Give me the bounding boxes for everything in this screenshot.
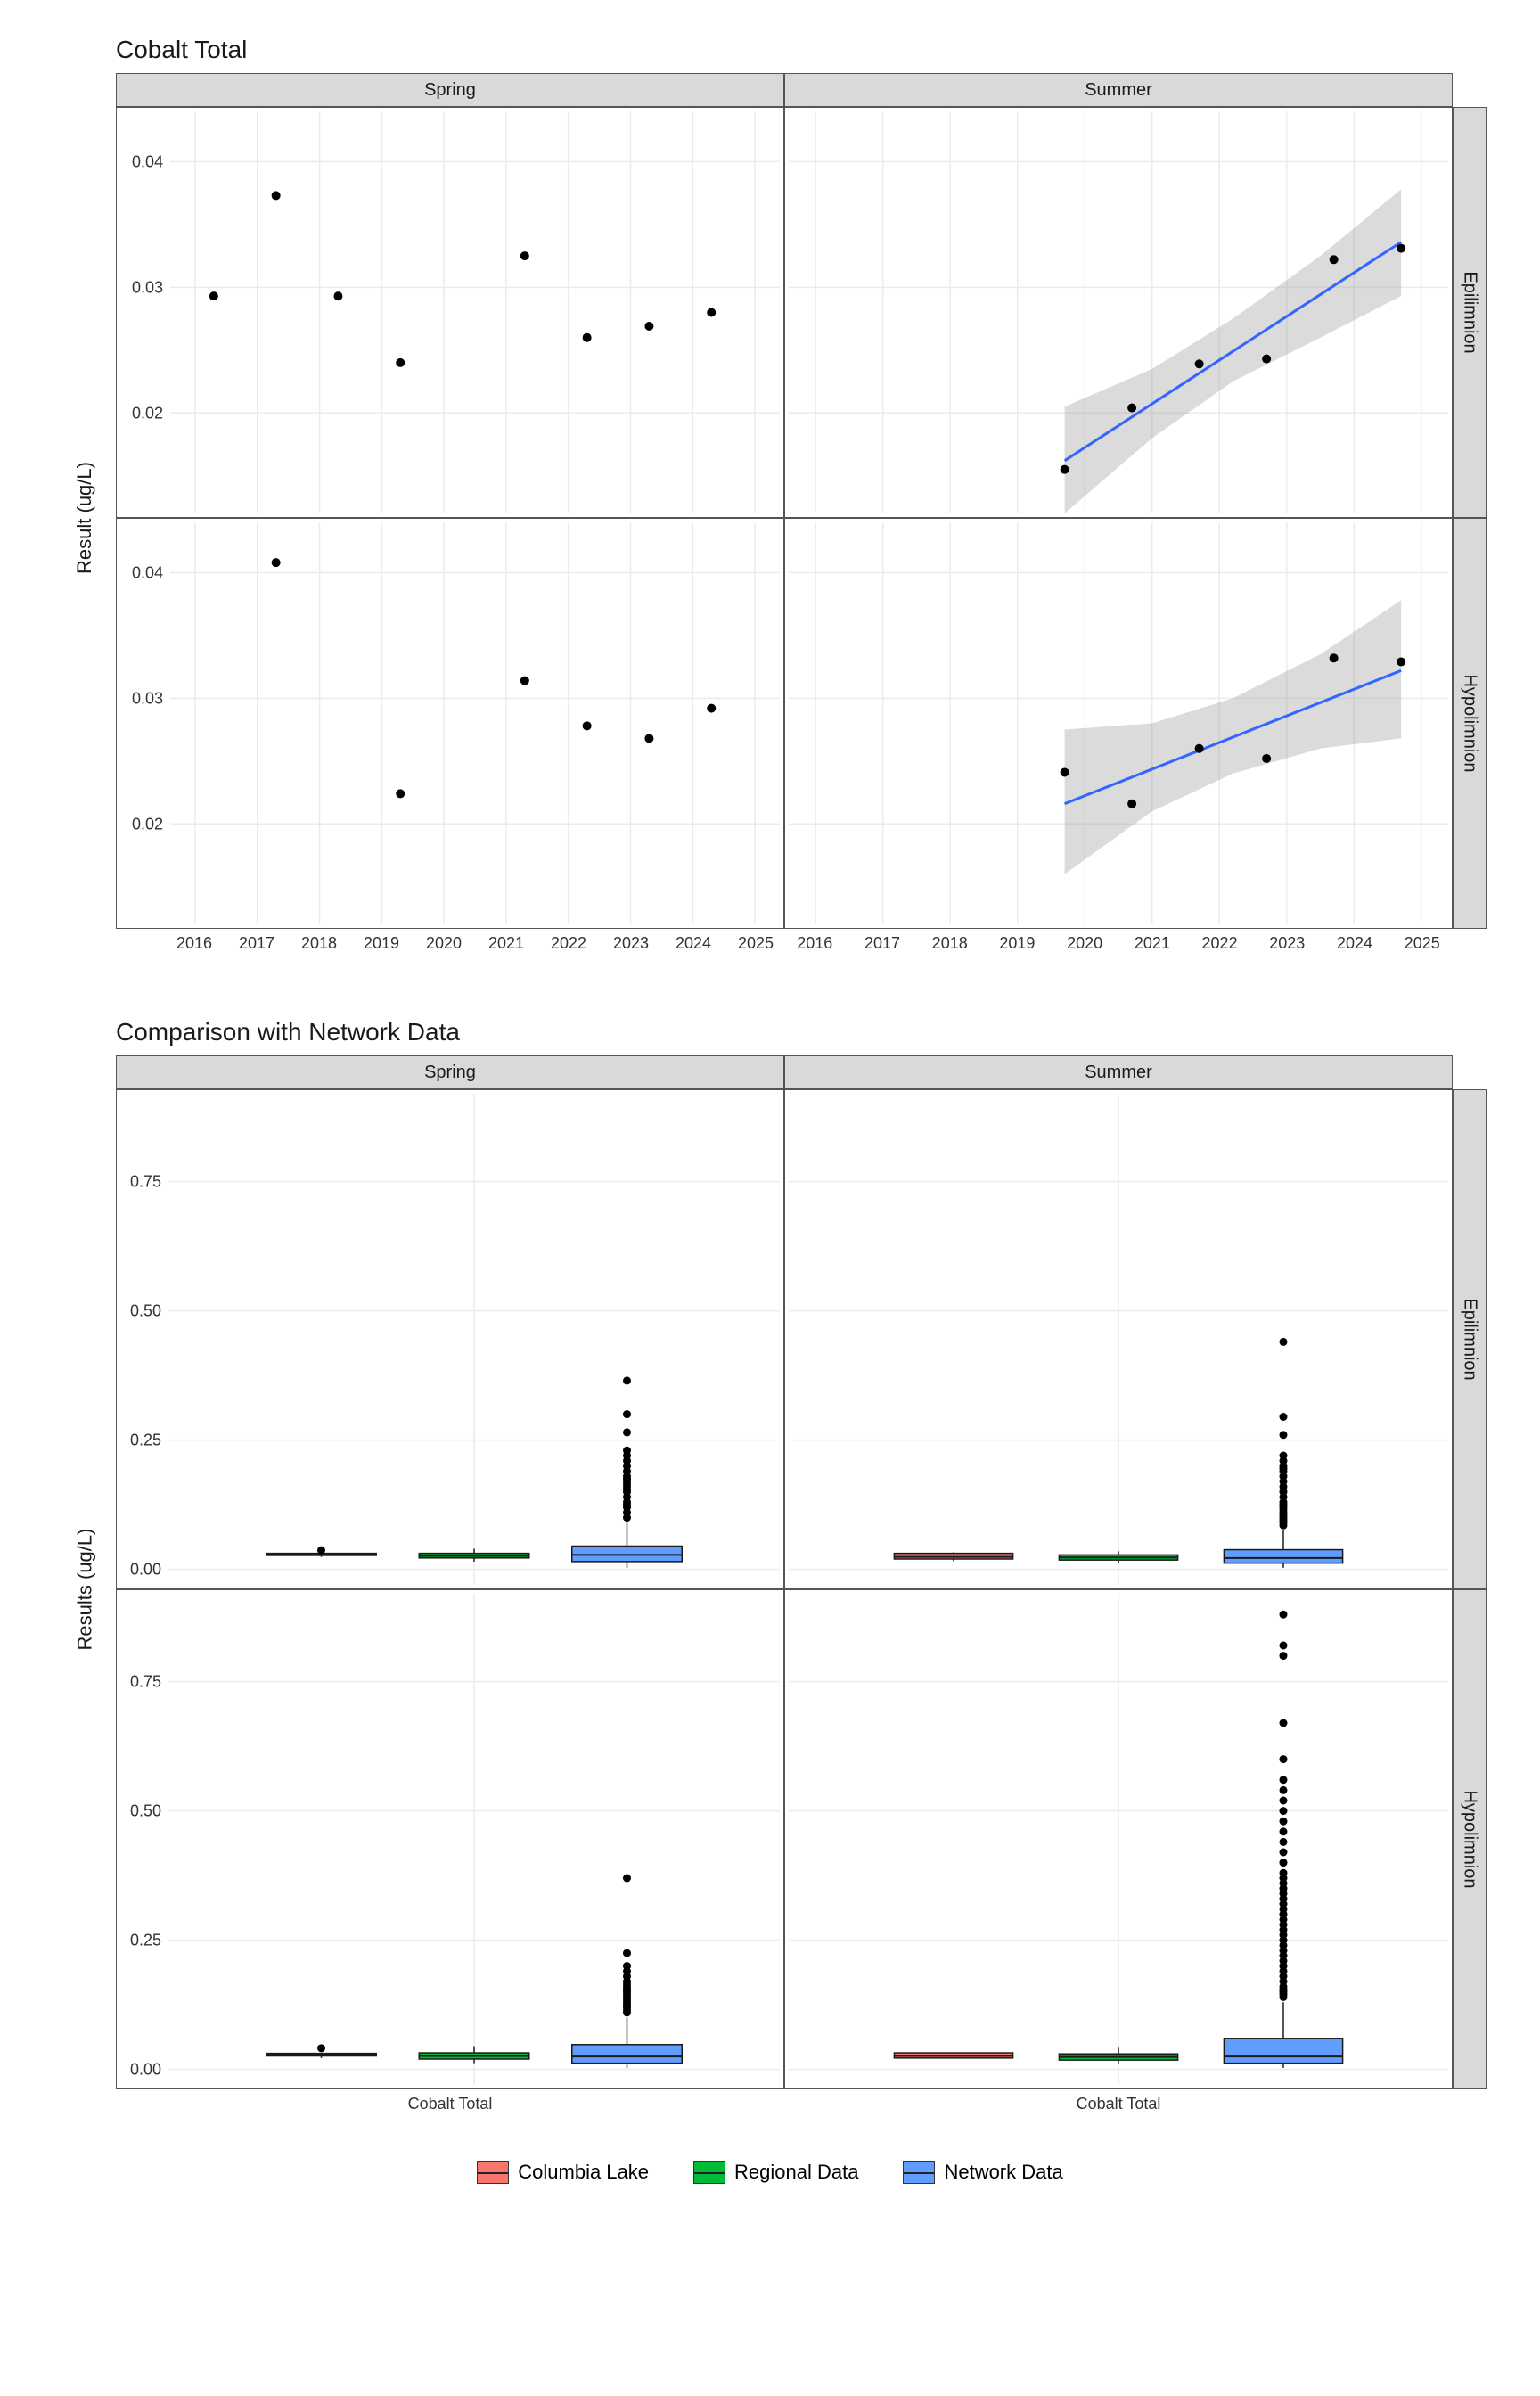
panel-box-spring-epi: 0.00 0.25 0.50 0.75 <box>116 1089 784 1589</box>
chart2-grid: Spring Summer Results (ug/L) 0.00 0.25 0.5… <box>53 1055 1487 2125</box>
panel-box-summer-epi <box>784 1089 1453 1589</box>
legend-label: Regional Data <box>734 2161 858 2184</box>
chart1-grid: Spring Summer Result (ug/L) 0.02 0.03 0.04… <box>53 73 1487 964</box>
svg-text:0.04: 0.04 <box>132 563 163 581</box>
legend-swatch <box>693 2161 725 2184</box>
panel-summer-epi <box>784 107 1453 518</box>
legend-swatch <box>903 2161 935 2184</box>
facet-col-spring: Spring <box>116 73 784 107</box>
xcat-spring: Cobalt Total <box>116 2089 784 2125</box>
legend-label: Network Data <box>944 2161 1062 2184</box>
panel-spring-epi: 0.02 0.03 0.04 <box>116 107 784 518</box>
svg-text:0.25: 0.25 <box>130 1432 161 1449</box>
svg-text:0.02: 0.02 <box>132 404 163 422</box>
legend: Columbia Lake Regional Data Network Data <box>53 2161 1487 2184</box>
facet-row-epi: Epilimnion <box>1453 107 1487 518</box>
panel-summer-hypo <box>784 518 1453 929</box>
svg-text:0.50: 0.50 <box>130 1802 161 1820</box>
svg-text:0.75: 0.75 <box>130 1173 161 1191</box>
facet-row-hypo: Hypolimnion <box>1453 518 1487 929</box>
svg-text:0.02: 0.02 <box>132 815 163 833</box>
panel-box-summer-hypo <box>784 1589 1453 2089</box>
legend-item: Network Data <box>903 2161 1062 2184</box>
svg-text:0.00: 0.00 <box>130 2061 161 2079</box>
facet-col-summer-2: Summer <box>784 1055 1453 1089</box>
svg-text:0.25: 0.25 <box>130 1932 161 1949</box>
svg-text:0.04: 0.04 <box>132 152 163 170</box>
legend-swatch <box>477 2161 509 2184</box>
facet-row-epi-2: Epilimnion <box>1453 1089 1487 1589</box>
svg-text:0.03: 0.03 <box>132 278 163 296</box>
xticks-summer: 2016201720182019202020212022202320242025 <box>784 929 1453 961</box>
xticks-spring: 2016201720182019202020212022202320242025 <box>116 929 784 961</box>
facet-col-spring-2: Spring <box>116 1055 784 1089</box>
chart2-ylabel: Results (ug/L) <box>53 1089 116 2089</box>
facet-row-hypo-2: Hypolimnion <box>1453 1589 1487 2089</box>
xcat-summer: Cobalt Total <box>784 2089 1453 2125</box>
chart2-title: Comparison with Network Data <box>116 1018 1487 1046</box>
legend-item: Regional Data <box>693 2161 858 2184</box>
legend-label: Columbia Lake <box>518 2161 649 2184</box>
svg-text:0.03: 0.03 <box>132 689 163 707</box>
chart1-ylabel: Result (ug/L) <box>53 107 116 929</box>
svg-text:0.75: 0.75 <box>130 1673 161 1691</box>
svg-text:0.00: 0.00 <box>130 1561 161 1579</box>
svg-text:0.50: 0.50 <box>130 1302 161 1320</box>
legend-item: Columbia Lake <box>477 2161 649 2184</box>
chart1-title: Cobalt Total <box>116 36 1487 64</box>
facet-col-summer: Summer <box>784 73 1453 107</box>
panel-spring-hypo: 0.02 0.03 0.04 <box>116 518 784 929</box>
panel-box-spring-hypo: 0.00 0.25 0.50 0.75 <box>116 1589 784 2089</box>
